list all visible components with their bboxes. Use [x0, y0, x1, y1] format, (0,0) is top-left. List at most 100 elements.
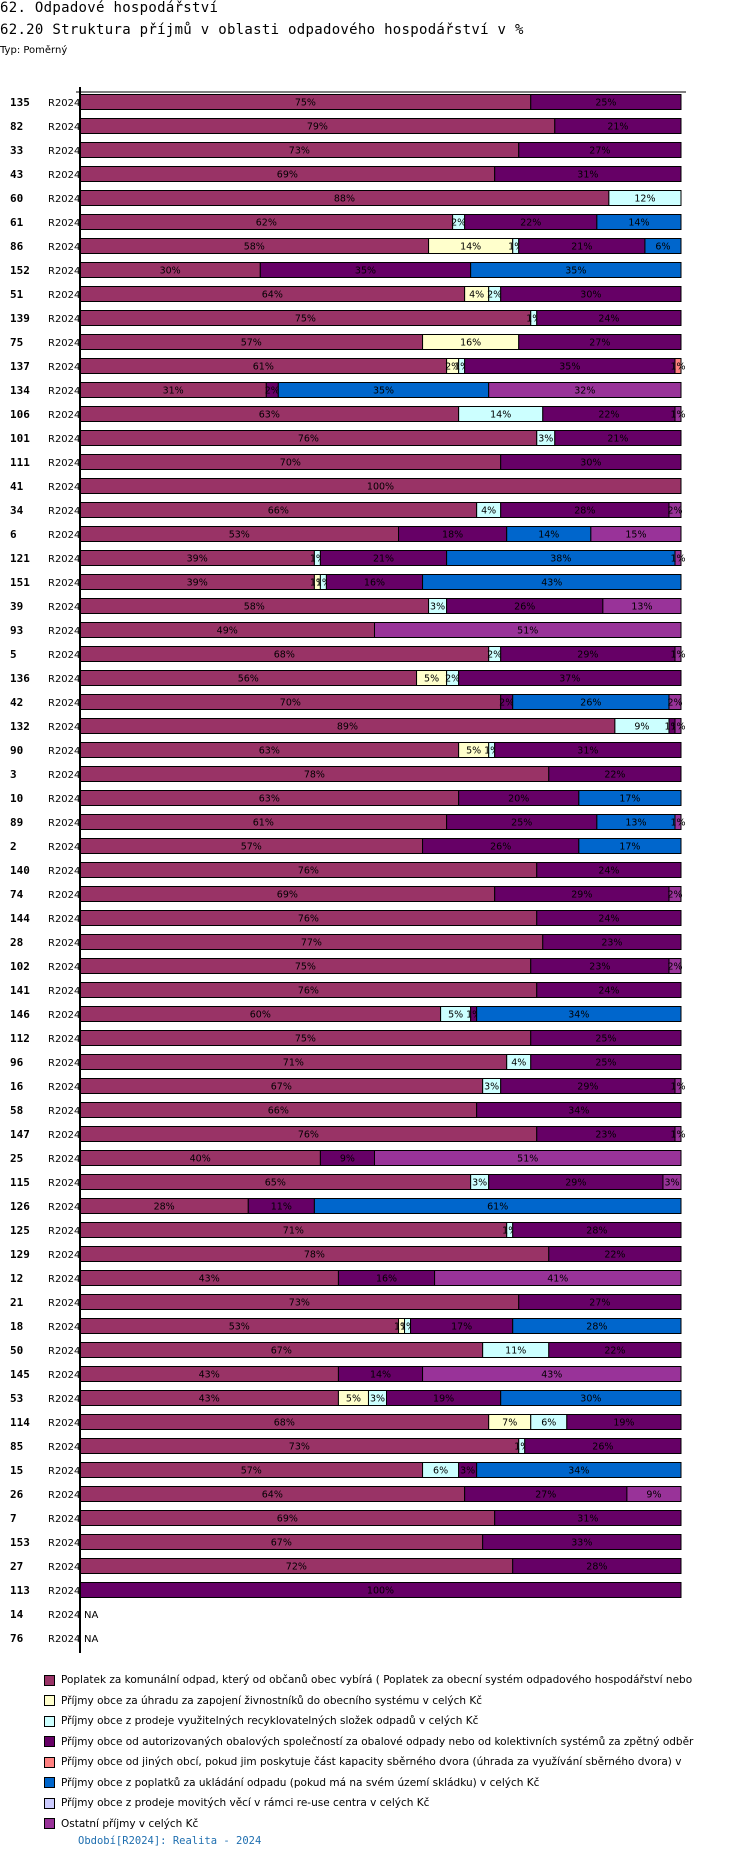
segment-value-label: 24% — [598, 986, 619, 997]
row-id-label: 85 — [10, 1440, 23, 1453]
segment-value-label: 49% — [217, 626, 238, 637]
row-period-label: R2024 — [48, 1634, 80, 1645]
bar-segment — [482, 1534, 682, 1550]
segment-value-label: 2% — [667, 890, 682, 901]
row-id-label: 132 — [10, 720, 30, 733]
bar-segment — [458, 670, 682, 686]
segment-value-label: 63% — [259, 410, 280, 421]
row-period-label: R2024 — [48, 962, 80, 973]
bar-segment — [602, 598, 682, 614]
legend-item: Příjmy obce za úhradu za zapojení živnos… — [44, 1691, 693, 1712]
row-period-label: R2024 — [48, 1058, 80, 1069]
segment-value-label: 60% — [250, 1010, 271, 1021]
row-period-label: R2024 — [48, 146, 80, 157]
segment-value-label: 28% — [586, 1562, 607, 1573]
segment-value-label: 2% — [667, 962, 682, 973]
legend-swatch — [44, 1756, 55, 1768]
legend-item: Příjmy obce od jiných obcí, pokud jim po… — [44, 1752, 693, 1773]
segment-value-label: 1% — [670, 410, 685, 421]
bar-segment — [674, 646, 682, 662]
segment-value-label: 24% — [598, 314, 619, 325]
segment-value-label: 25% — [511, 818, 532, 829]
period-footnote[interactable]: Období[R2024]: Realita - 2024 — [78, 1835, 262, 1847]
segment-value-label: 3% — [484, 1082, 499, 1093]
chart-title: 62.20 Struktura příjmů v oblasti odpadov… — [0, 22, 524, 38]
bar-row: 60 R2024 88% 12% — [10, 190, 682, 206]
row-id-label: 26 — [10, 1488, 24, 1501]
segment-value-label: 39% — [187, 554, 208, 565]
segment-value-label: 100% — [367, 1586, 394, 1597]
bar-segment — [488, 382, 682, 398]
segment-value-label: 66% — [268, 506, 289, 517]
segment-value-label: 68% — [274, 650, 295, 661]
row-period-label: R2024 — [48, 434, 80, 445]
bar-segment — [530, 94, 682, 110]
segment-value-label: 61% — [253, 818, 274, 829]
segment-value-label: 56% — [238, 674, 259, 685]
row-period-label: R2024 — [48, 674, 80, 685]
segment-value-label: 71% — [283, 1226, 304, 1237]
segment-value-label: 31% — [577, 1514, 598, 1525]
legend-item: Příjmy obce od autorizovaných obalových … — [44, 1732, 693, 1753]
segment-value-label: 32% — [574, 386, 595, 397]
row-period-label: R2024 — [48, 482, 80, 493]
row-id-label: 129 — [10, 1248, 30, 1261]
row-id-label: 60 — [10, 192, 23, 205]
bar-segment — [578, 838, 682, 854]
segment-value-label: 14% — [538, 530, 559, 541]
segment-value-label: 61% — [253, 362, 274, 373]
segment-value-label: 1% — [316, 578, 331, 589]
segment-value-label: 22% — [520, 218, 541, 229]
segment-value-label: 39% — [187, 578, 208, 589]
row-period-label: R2024 — [48, 890, 80, 901]
row-period-label: R2024 — [48, 290, 80, 301]
bar-segment — [313, 1198, 682, 1214]
segment-value-label: 75% — [295, 1034, 316, 1045]
bar-row: 89 R2024 61% 25% 13% 1% — [10, 814, 686, 830]
segment-value-label: 1% — [400, 1322, 415, 1333]
segment-value-label: 18% — [442, 530, 463, 541]
row-id-label: 58 — [10, 1104, 23, 1117]
legend-item: Příjmy obce z poplatků za ukládání odpad… — [44, 1773, 693, 1794]
bar-row: 140 R2024 76% 24% — [10, 862, 682, 878]
bar-row: 134 R2024 31% 2% 35% 32% — [10, 382, 682, 398]
segment-value-label: 19% — [613, 1418, 634, 1429]
segment-value-label: 6% — [655, 242, 670, 253]
legend-label: Příjmy obce od jiných obcí, pokud jim po… — [61, 1756, 682, 1769]
segment-value-label: 67% — [271, 1082, 292, 1093]
row-period-label: R2024 — [48, 866, 80, 877]
bar-segment — [566, 1414, 682, 1430]
bar-row: 33 R2024 73% 27% — [10, 142, 682, 158]
segment-value-label: 28% — [586, 1322, 607, 1333]
bar-segment — [524, 1438, 682, 1454]
segment-value-label: 5% — [424, 674, 439, 685]
bar-segment — [674, 358, 682, 374]
segment-value-label: 27% — [535, 1490, 556, 1501]
segment-value-label: 31% — [577, 170, 598, 181]
segment-value-label: 57% — [241, 842, 262, 853]
segment-value-label: 13% — [631, 602, 652, 613]
segment-value-label: 64% — [262, 290, 283, 301]
row-period-label: R2024 — [48, 1274, 80, 1285]
row-id-label: 102 — [10, 960, 30, 973]
row-period-label: R2024 — [48, 1298, 80, 1309]
na-label: NA — [84, 1634, 98, 1645]
segment-value-label: 76% — [298, 914, 319, 925]
segment-value-label: 65% — [265, 1178, 286, 1189]
bar-row: 14 R2024 NA — [10, 1608, 98, 1621]
row-period-label: R2024 — [48, 386, 80, 397]
segment-value-label: 58% — [244, 242, 265, 253]
bar-segment — [518, 1294, 682, 1310]
bar-segment — [518, 142, 682, 158]
segment-value-label: 1% — [670, 722, 685, 733]
segment-value-label: 79% — [307, 122, 328, 133]
segment-value-label: 29% — [571, 890, 592, 901]
segment-value-label: 27% — [589, 1298, 610, 1309]
legend-label: Příjmy obce z poplatků za ukládání odpad… — [61, 1776, 540, 1789]
segment-value-label: 21% — [607, 122, 628, 133]
legend-swatch — [44, 1715, 55, 1727]
segment-value-label: 23% — [601, 938, 622, 949]
bar-segment — [476, 1102, 682, 1118]
segment-value-label: 76% — [298, 986, 319, 997]
segment-value-label: 35% — [355, 266, 376, 277]
